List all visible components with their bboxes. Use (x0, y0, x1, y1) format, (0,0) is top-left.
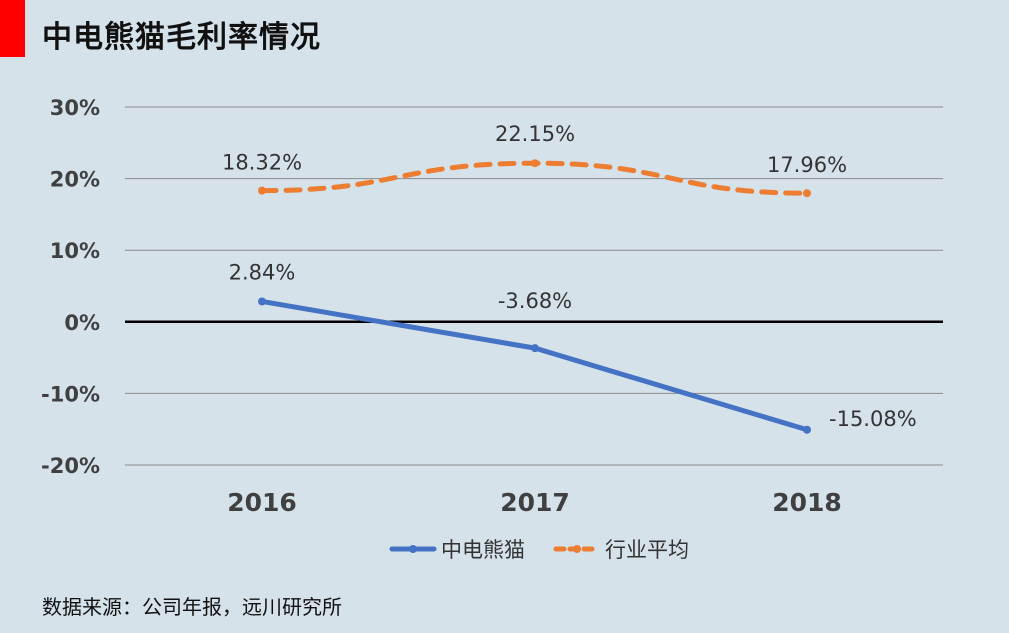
x-tick-label: 2016 (227, 488, 297, 517)
y-tick-label: 0% (64, 311, 100, 335)
legend-label: 行业平均 (605, 538, 689, 562)
data-label: 18.32% (222, 151, 302, 175)
y-tick-label: -20% (41, 454, 100, 478)
y-tick-label: -10% (41, 382, 100, 406)
legend-marker (409, 545, 417, 553)
title-accent-bar (0, 0, 25, 57)
legend-marker (573, 545, 581, 553)
data-point (803, 189, 811, 198)
data-point (803, 425, 811, 434)
data-label: 2.84% (229, 260, 296, 284)
data-point (531, 159, 539, 168)
data-label: 22.15% (495, 122, 575, 146)
data-point (258, 297, 266, 306)
y-tick-label: 30% (50, 96, 100, 120)
y-tick-label: 20% (50, 168, 100, 192)
data-label: -15.08% (829, 407, 917, 431)
y-tick-label: 10% (50, 239, 100, 263)
data-label: -3.68% (498, 289, 572, 313)
x-tick-label: 2018 (772, 488, 842, 517)
data-label: 17.96% (767, 153, 847, 177)
data-point (531, 344, 539, 353)
data-point (258, 186, 266, 195)
line-chart: 30% 20% 10% 0% -10% -20% 2016 2017 2018 2.84% -3.6… (41, 96, 943, 562)
source-note: 数据来源：公司年报，远川研究所 (42, 595, 342, 619)
legend-label: 中电熊猫 (441, 538, 525, 562)
x-tick-label: 2017 (500, 488, 570, 517)
chart-title: 中电熊猫毛利率情况 (42, 20, 321, 55)
